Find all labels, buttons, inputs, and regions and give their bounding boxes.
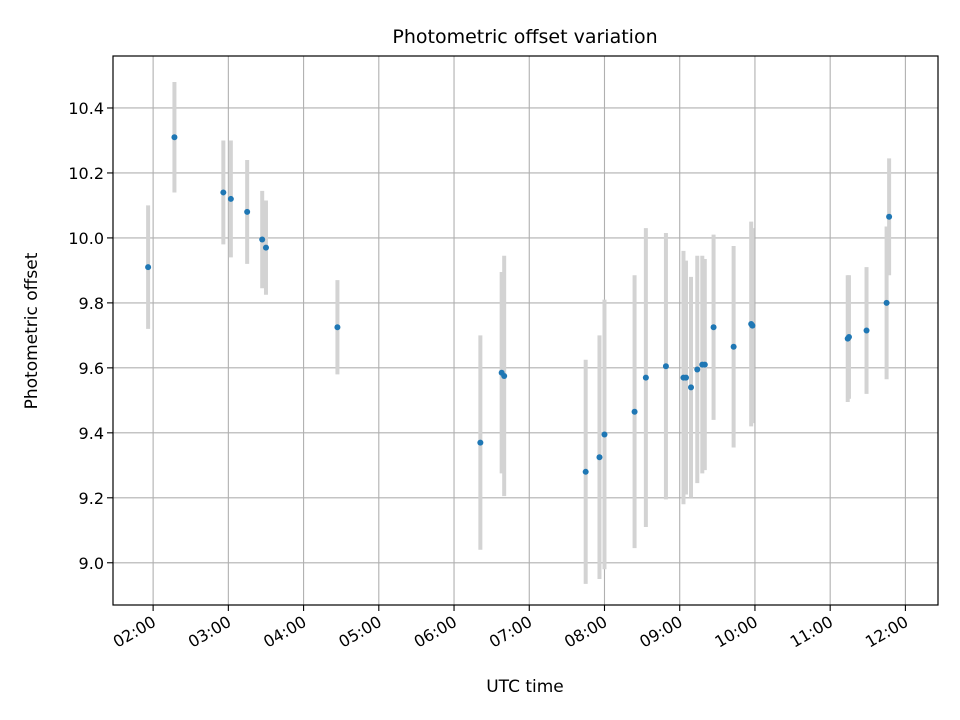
data-point bbox=[227, 195, 234, 202]
data-point bbox=[886, 213, 893, 220]
data-point bbox=[334, 324, 341, 331]
data-point bbox=[171, 134, 178, 141]
y-tick-label: 9.4 bbox=[79, 424, 104, 443]
y-axis-ticks: 9.0 9.2 9.4 9.6 9.8 10.0 10.2 10.4 bbox=[68, 99, 113, 573]
data-point bbox=[682, 374, 689, 381]
y-tick-label: 9.0 bbox=[79, 554, 104, 573]
data-point bbox=[501, 372, 508, 379]
y-tick-label: 9.6 bbox=[79, 359, 104, 378]
data-point bbox=[259, 236, 266, 243]
data-point bbox=[220, 189, 227, 196]
data-point bbox=[845, 333, 852, 340]
y-tick-label: 10.4 bbox=[68, 99, 104, 118]
data-point bbox=[145, 264, 152, 271]
y-tick-label: 10.0 bbox=[68, 229, 104, 248]
data-point bbox=[710, 324, 717, 331]
data-point bbox=[582, 468, 589, 475]
chart-title: Photometric offset variation bbox=[392, 26, 657, 48]
data-point bbox=[631, 408, 638, 415]
y-axis-label: Photometric offset bbox=[22, 252, 42, 409]
data-point bbox=[883, 299, 890, 306]
data-point bbox=[694, 366, 701, 373]
plot-frame bbox=[112, 55, 939, 606]
data-point bbox=[863, 327, 870, 334]
data-point bbox=[601, 431, 608, 438]
data-point bbox=[749, 322, 756, 329]
data-point bbox=[477, 439, 484, 446]
data-point bbox=[662, 363, 669, 370]
x-axis-label: UTC time bbox=[486, 677, 564, 697]
data-point bbox=[262, 244, 269, 251]
data-point bbox=[701, 361, 708, 368]
y-tick-label: 9.8 bbox=[79, 294, 104, 313]
data-point bbox=[688, 384, 695, 391]
y-tick-label: 10.2 bbox=[68, 164, 104, 183]
data-point bbox=[244, 208, 251, 215]
y-tick-label: 9.2 bbox=[79, 489, 104, 508]
data-points bbox=[145, 134, 893, 475]
grid bbox=[113, 56, 938, 605]
data-point bbox=[730, 343, 737, 350]
data-point bbox=[596, 454, 603, 461]
data-point bbox=[642, 374, 649, 381]
